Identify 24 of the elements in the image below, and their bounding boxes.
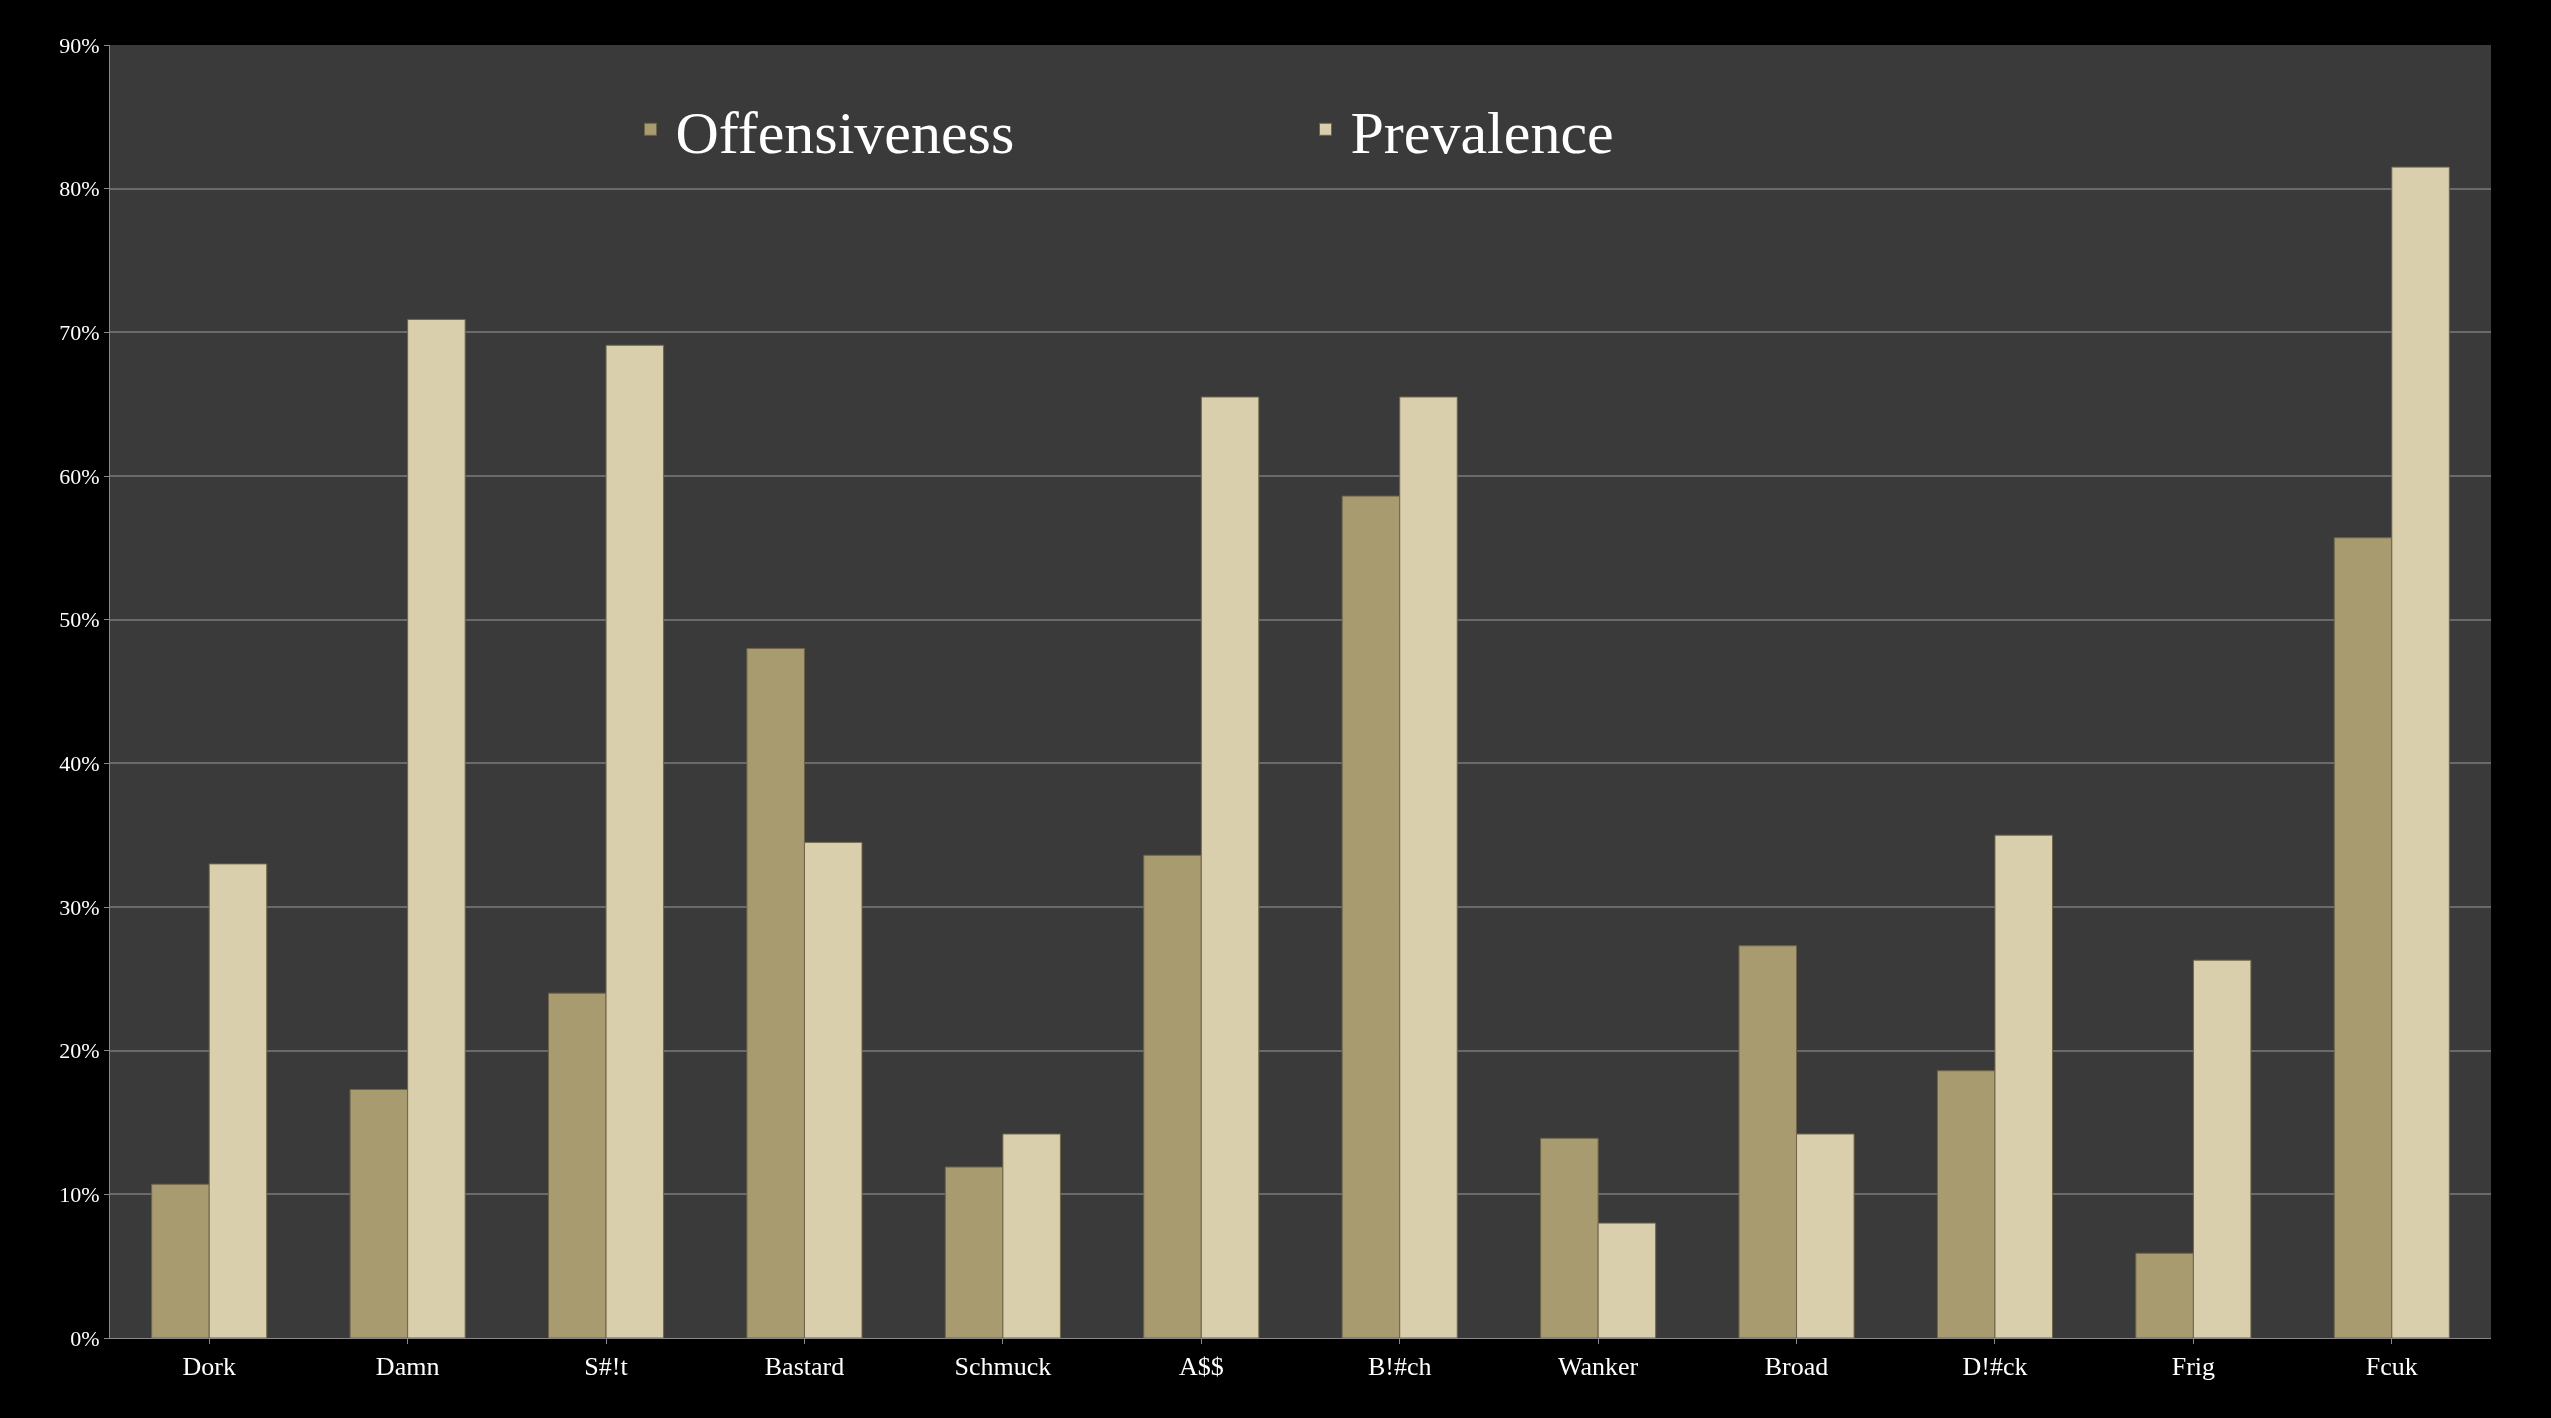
x-tick-label: Bastard — [764, 1352, 845, 1382]
y-tick-label: 50% — [59, 607, 100, 633]
y-tick-label: 90% — [59, 32, 100, 58]
x-tick-label: Broad — [1764, 1352, 1829, 1382]
legend-label: Offensiveness — [675, 99, 1015, 166]
x-tick-label: D!#ck — [1962, 1352, 2028, 1382]
x-tick-label: A$$ — [1178, 1352, 1224, 1382]
x-tick-label: Schmuck — [954, 1352, 1052, 1382]
y-tick-label: 0% — [70, 1325, 100, 1351]
x-tick-label: S#!t — [584, 1352, 629, 1382]
x-tick-label: Dork — [182, 1352, 236, 1382]
y-tick-label: 10% — [59, 1182, 100, 1208]
x-tick-label: Damn — [375, 1352, 440, 1382]
y-tick-label: 70% — [59, 320, 100, 346]
y-tick-label: 60% — [59, 463, 100, 489]
legend-label: Prevalence — [1350, 99, 1614, 166]
x-tick-label: Wanker — [1558, 1352, 1639, 1382]
y-tick-label: 40% — [59, 751, 100, 777]
x-tick-label: B!#ch — [1367, 1352, 1432, 1382]
x-tick-label: Frig — [2171, 1352, 2216, 1382]
y-tick-label: 20% — [59, 1038, 100, 1064]
y-tick-label: 30% — [59, 894, 100, 920]
y-tick-label: 80% — [59, 176, 100, 202]
x-tick-label: Fcuk — [2365, 1352, 2418, 1382]
